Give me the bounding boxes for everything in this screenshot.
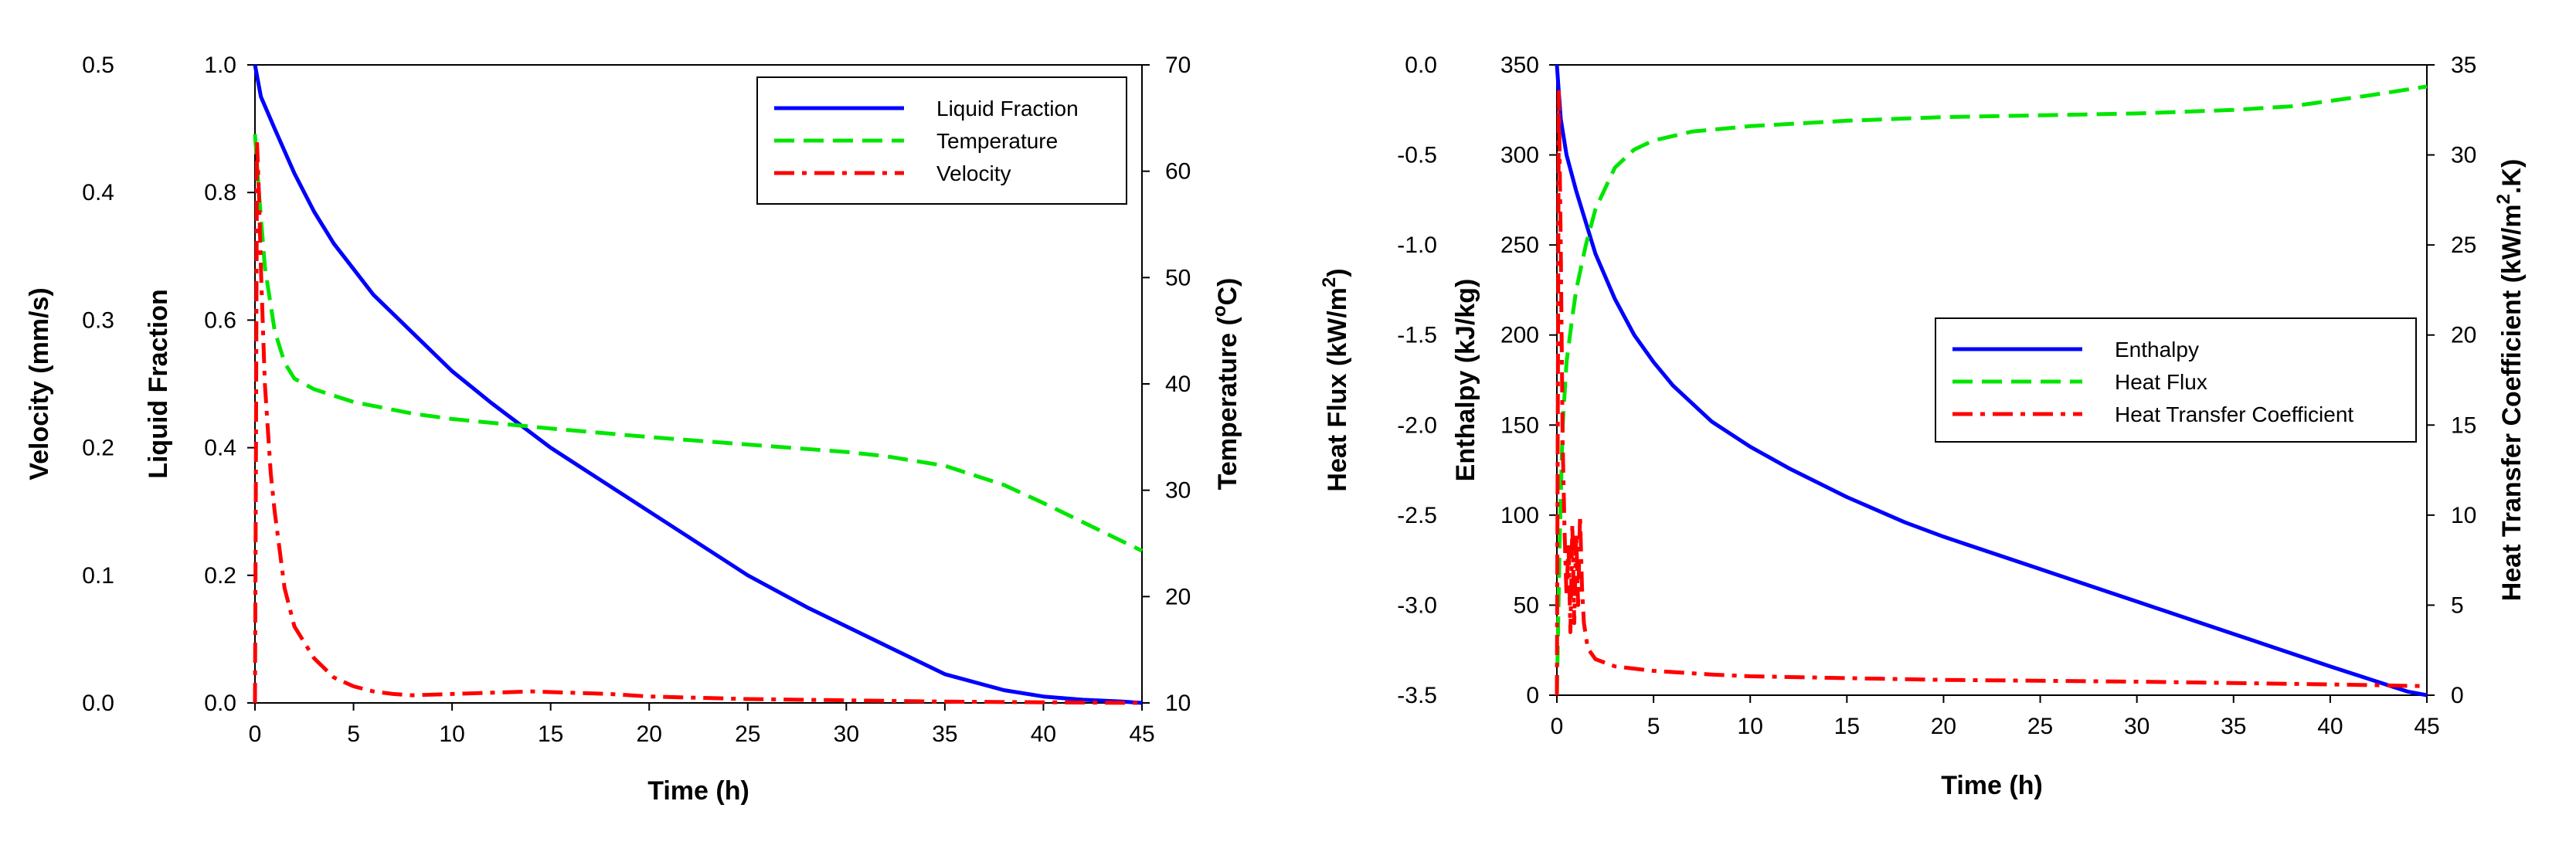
x-axis-title: Time (h) bbox=[647, 776, 749, 806]
series-line-heat-transfer-coefficient bbox=[1555, 90, 2428, 696]
right-tick-label: 25 bbox=[2451, 233, 2476, 258]
x-tick-label: 15 bbox=[1834, 714, 1860, 739]
axis-title-part: Heat Flux (kW/m bbox=[1323, 287, 1352, 491]
right-tick-label: 5 bbox=[2451, 592, 2464, 618]
outer_left-tick-label: 0.2 bbox=[82, 436, 114, 461]
x-tick-label: 5 bbox=[1647, 714, 1660, 739]
right-tick-label: 20 bbox=[2451, 323, 2476, 348]
series-line-enthalpy bbox=[1555, 64, 2428, 698]
x-tick-label: 10 bbox=[1738, 714, 1763, 739]
inner_left-tick-label: 0.2 bbox=[204, 563, 236, 589]
outer_left-tick-label: -2.5 bbox=[1397, 503, 1437, 528]
legend-label: Liquid Fraction bbox=[936, 97, 1079, 121]
inner_left-tick-label: 0.8 bbox=[204, 180, 236, 205]
outer_left-tick-label: 0.5 bbox=[82, 53, 114, 78]
right-axis-title: Heat Transfer Coefficient (kW/m2.K) bbox=[2493, 159, 2527, 602]
x-tick-label: 15 bbox=[538, 721, 563, 747]
x-tick-label: 10 bbox=[439, 721, 464, 747]
right-tick-label: 10 bbox=[2451, 503, 2476, 528]
inner_left-tick-label: 0 bbox=[1526, 683, 1539, 708]
legend: Enthalpy Heat Flux Heat Transfer Coefficie… bbox=[1935, 317, 2417, 443]
outer_left-tick-label: -2.0 bbox=[1397, 412, 1437, 438]
outer_left-tick-label: 0.3 bbox=[82, 307, 114, 333]
left-chart: 0 5 10 15 20 25 30 35 40 45 Time (h) 0.0 0.1 0.2 0.3 0.… bbox=[25, 53, 1242, 806]
legend-label: Temperature bbox=[936, 129, 1058, 153]
x-tick-label: 20 bbox=[1931, 714, 1956, 739]
plot-frame bbox=[1556, 64, 2428, 696]
inner_left-tick-label: 250 bbox=[1500, 233, 1539, 258]
inner_left-tick-label: 150 bbox=[1500, 412, 1539, 438]
x-tick-label: 30 bbox=[834, 721, 859, 747]
series-line-velocity bbox=[253, 139, 1143, 705]
right-tick-label: 20 bbox=[1165, 584, 1191, 609]
outer_left-tick-label: -0.5 bbox=[1397, 143, 1437, 168]
axis-title-part: Temperature ( bbox=[1213, 317, 1242, 490]
right-tick-label: 70 bbox=[1165, 53, 1191, 78]
x-tick-label: 35 bbox=[2221, 714, 2246, 739]
x-tick-label: 40 bbox=[2317, 714, 2343, 739]
inner_left-tick-label: 200 bbox=[1500, 323, 1539, 348]
inner_left-tick-label: 1.0 bbox=[204, 53, 236, 78]
right-axis-title: Temperature (oC) bbox=[1209, 278, 1242, 490]
outer_left-tick-label: -1.0 bbox=[1397, 233, 1437, 258]
outer_left-tick-label: 0.1 bbox=[82, 563, 114, 589]
axis-title-part: Heat Transfer Coefficient (kW/m bbox=[2497, 204, 2527, 601]
inner_left-tick-label: 100 bbox=[1500, 503, 1539, 528]
right-tick-label: 10 bbox=[1165, 691, 1191, 716]
inner_left-axis-title: Enthalpy (kJ/kg) bbox=[1451, 279, 1480, 482]
right-tick-label: 40 bbox=[1165, 372, 1191, 397]
right-tick-label: 35 bbox=[2451, 53, 2476, 78]
axis-title-part: C) bbox=[1213, 278, 1242, 306]
x-tick-label: 45 bbox=[1129, 721, 1154, 747]
right-tick-label: 15 bbox=[2451, 412, 2476, 438]
outer_left-axis-title: Velocity (mm/s) bbox=[25, 287, 54, 480]
inner_left-tick-label: 350 bbox=[1500, 53, 1539, 78]
legend: Liquid Fraction Temperature Velocity bbox=[756, 76, 1127, 205]
inner_left-tick-label: 0.6 bbox=[204, 307, 236, 333]
x-tick-label: 45 bbox=[2414, 714, 2439, 739]
outer_left-tick-label: 0.0 bbox=[1405, 53, 1437, 78]
x-tick-label: 25 bbox=[2027, 714, 2053, 739]
x-tick-label: 30 bbox=[2124, 714, 2149, 739]
outer_left-tick-label: -1.5 bbox=[1397, 323, 1437, 348]
inner_left-tick-label: 0.4 bbox=[204, 436, 236, 461]
legend-label: Enthalpy bbox=[2115, 338, 2199, 362]
right-tick-label: 30 bbox=[2451, 143, 2476, 168]
outer_left-tick-label: 0.0 bbox=[82, 691, 114, 716]
axis-title-superscript: o bbox=[1209, 306, 1230, 317]
series-line-heat-flux bbox=[1555, 84, 2428, 696]
x-tick-label: 0 bbox=[249, 721, 262, 747]
series-line-liquid-fraction bbox=[253, 64, 1143, 705]
x-axis-title: Time (h) bbox=[1941, 771, 2043, 800]
right-tick-label: 30 bbox=[1165, 478, 1191, 504]
outer_left-tick-label: -3.0 bbox=[1397, 592, 1437, 618]
axis-title-superscript: 2 bbox=[2493, 194, 2514, 204]
right-tick-label: 60 bbox=[1165, 159, 1191, 185]
axis-title-part: .K) bbox=[2497, 159, 2527, 194]
x-tick-label: 5 bbox=[347, 721, 360, 747]
legend-label: Heat Transfer Coefficient bbox=[2115, 402, 2353, 426]
inner_left-axis-title: Liquid Fraction bbox=[144, 289, 173, 479]
inner_left-tick-label: 50 bbox=[1514, 592, 1539, 618]
axis-title-part: ) bbox=[1323, 268, 1352, 277]
legend-label: Velocity bbox=[936, 161, 1011, 185]
x-tick-label: 35 bbox=[932, 721, 957, 747]
axis-title-superscript: 2 bbox=[1319, 277, 1340, 287]
x-tick-label: 40 bbox=[1031, 721, 1056, 747]
inner_left-tick-label: 300 bbox=[1500, 143, 1539, 168]
outer_left-tick-label: -3.5 bbox=[1397, 683, 1437, 708]
x-tick-label: 25 bbox=[735, 721, 760, 747]
outer_left-tick-label: 0.4 bbox=[82, 180, 114, 205]
inner_left-tick-label: 0.0 bbox=[204, 691, 236, 716]
right-tick-label: 0 bbox=[2451, 683, 2464, 708]
right-tick-label: 50 bbox=[1165, 265, 1191, 290]
legend-label: Heat Flux bbox=[2115, 370, 2207, 394]
outer_left-axis-title: Heat Flux (kW/m2) bbox=[1319, 268, 1352, 491]
x-tick-label: 20 bbox=[637, 721, 662, 747]
x-tick-label: 0 bbox=[1551, 714, 1564, 739]
